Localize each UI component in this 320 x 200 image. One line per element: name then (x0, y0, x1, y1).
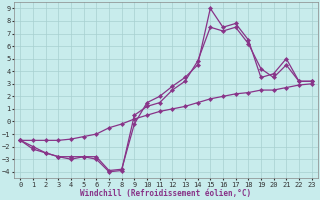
X-axis label: Windchill (Refroidissement éolien,°C): Windchill (Refroidissement éolien,°C) (80, 189, 252, 198)
